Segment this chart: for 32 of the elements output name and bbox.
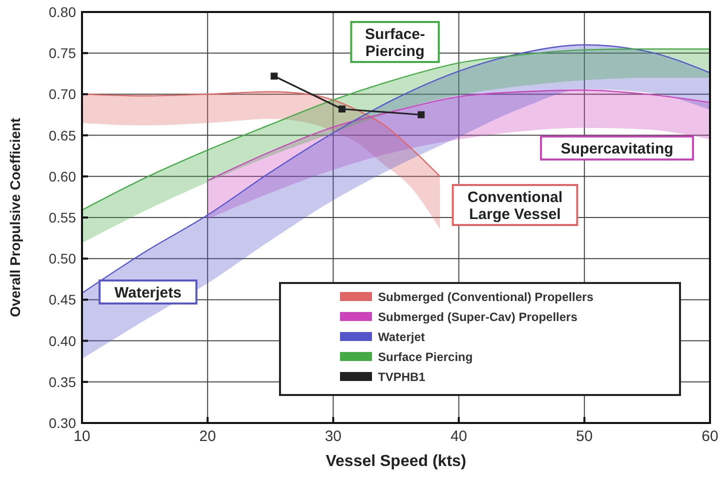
y-tick-label: 0.55: [48, 210, 76, 226]
y-tick-label: 0.80: [48, 4, 76, 20]
annotation: Supercavitating: [560, 140, 674, 158]
y-tick-label: 0.75: [48, 45, 76, 62]
y-tick-label: 0.70: [48, 86, 76, 102]
legend-label: Submerged (Super-Cav) Propellers: [378, 310, 578, 324]
x-tick-label: 20: [199, 428, 216, 445]
y-tick-label: 0.50: [48, 250, 76, 267]
y-tick-label: 0.35: [48, 374, 76, 390]
y-tick-label: 0.30: [48, 415, 76, 431]
point: [418, 111, 425, 118]
x-axis-title: Vessel Speed (kts): [326, 453, 466, 470]
legend-label: Surface Piercing: [378, 350, 473, 364]
x-tick-label: 40: [450, 428, 468, 445]
annotation: Surface- Piercing: [364, 26, 426, 60]
annotation: Waterjets: [114, 284, 182, 302]
legend-label: Waterjet: [378, 330, 425, 344]
annotation: Conventional Large Vessel: [467, 189, 563, 223]
x-tick-label: 50: [576, 428, 593, 445]
y-tick-label: 0.40: [48, 332, 76, 349]
point: [338, 105, 346, 112]
y-tick-label: 0.45: [48, 292, 76, 308]
y-tick-label: 0.60: [48, 168, 76, 184]
legend-label: Submerged (Conventional) Propellers: [378, 290, 594, 304]
x-tick-label: 60: [702, 428, 718, 445]
x-tick-label: 10: [74, 428, 90, 445]
point: [270, 72, 278, 80]
y-axis-title: Overall Propulsive Coefficient: [7, 118, 23, 318]
legend-label: TVPHB1: [378, 370, 426, 384]
x-tick-label: 30: [324, 428, 342, 445]
line-series: [207, 89, 711, 182]
y-tick-label: 0.65: [48, 127, 76, 144]
